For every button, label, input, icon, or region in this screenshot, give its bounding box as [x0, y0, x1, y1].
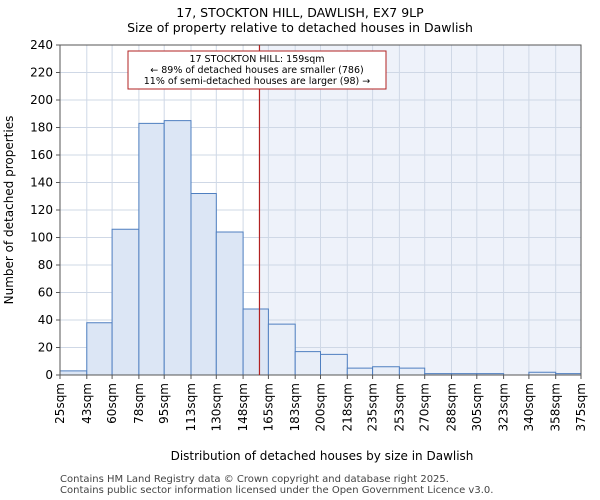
histogram-bar — [111, 228, 140, 376]
x-tick-label: 130sqm — [209, 383, 223, 431]
y-tick-label: 0 — [45, 368, 53, 382]
y-tick-label: 20 — [38, 341, 53, 355]
y-tick-label: 120 — [30, 203, 53, 217]
x-tick-label: 25sqm — [53, 383, 67, 424]
y-tick-label: 200 — [30, 93, 53, 107]
x-tick-label: 60sqm — [105, 383, 119, 424]
histogram-bar — [267, 323, 296, 376]
y-tick-label: 80 — [38, 258, 53, 272]
annotation-text: 17 STOCKTON HILL: 159sqm — [189, 54, 324, 65]
y-tick-label: 220 — [30, 66, 53, 80]
x-tick-label: 200sqm — [314, 383, 328, 431]
x-tick-label: 165sqm — [261, 383, 275, 431]
histogram-bar — [163, 120, 192, 376]
y-tick-label: 160 — [30, 148, 53, 162]
y-axis-label: Number of detached properties — [2, 116, 16, 305]
y-tick-label: 140 — [30, 176, 53, 190]
annotation-text: 11% of semi-detached houses are larger (… — [144, 76, 371, 87]
x-tick-label: 340sqm — [522, 383, 536, 431]
x-tick-label: 305sqm — [470, 383, 484, 431]
chart-title: 17, STOCKTON HILL, DAWLISH, EX7 9LP — [176, 5, 424, 20]
histogram-bar — [346, 367, 374, 376]
histogram-bar — [242, 308, 269, 376]
histogram-bar — [59, 370, 88, 376]
x-tick-label: 95sqm — [157, 383, 171, 424]
histogram-bar — [320, 353, 348, 376]
annotation-box — [127, 50, 387, 90]
footer-attribution-1: Contains HM Land Registry data © Crown c… — [60, 474, 449, 485]
x-tick-label: 288sqm — [444, 383, 458, 431]
histogram-bar — [372, 366, 400, 376]
x-tick-label: 235sqm — [366, 383, 380, 431]
y-tick-label: 100 — [30, 231, 53, 245]
x-tick-label: 78sqm — [132, 383, 146, 424]
y-tick-label: 240 — [30, 38, 53, 52]
histogram-bar — [138, 122, 165, 376]
y-tick-label: 60 — [38, 286, 53, 300]
x-tick-label: 148sqm — [236, 383, 250, 431]
x-tick-label: 358sqm — [549, 383, 563, 431]
x-tick-label: 218sqm — [340, 383, 354, 431]
y-tick-label: 180 — [30, 121, 53, 135]
x-tick-label: 253sqm — [392, 383, 406, 431]
x-tick-label: 183sqm — [288, 383, 302, 431]
x-tick-label: 375sqm — [574, 383, 588, 431]
footer-attribution-2: Contains public sector information licen… — [60, 485, 494, 496]
x-tick-label: 113sqm — [184, 383, 198, 431]
annotation-text: ← 89% of detached houses are smaller (78… — [150, 65, 363, 76]
histogram-bar — [86, 322, 113, 376]
chart-subtitle: Size of property relative to detached ho… — [127, 20, 473, 35]
histogram-bar — [190, 193, 217, 376]
histogram-bar — [215, 231, 244, 376]
x-tick-label: 323sqm — [497, 383, 511, 431]
x-tick-label: 270sqm — [418, 383, 432, 431]
y-tick-label: 40 — [38, 313, 53, 327]
x-axis-label: Distribution of detached houses by size … — [171, 449, 474, 463]
x-tick-label: 43sqm — [80, 383, 94, 424]
histogram-bar — [294, 351, 321, 376]
histogram-bar — [398, 367, 426, 376]
